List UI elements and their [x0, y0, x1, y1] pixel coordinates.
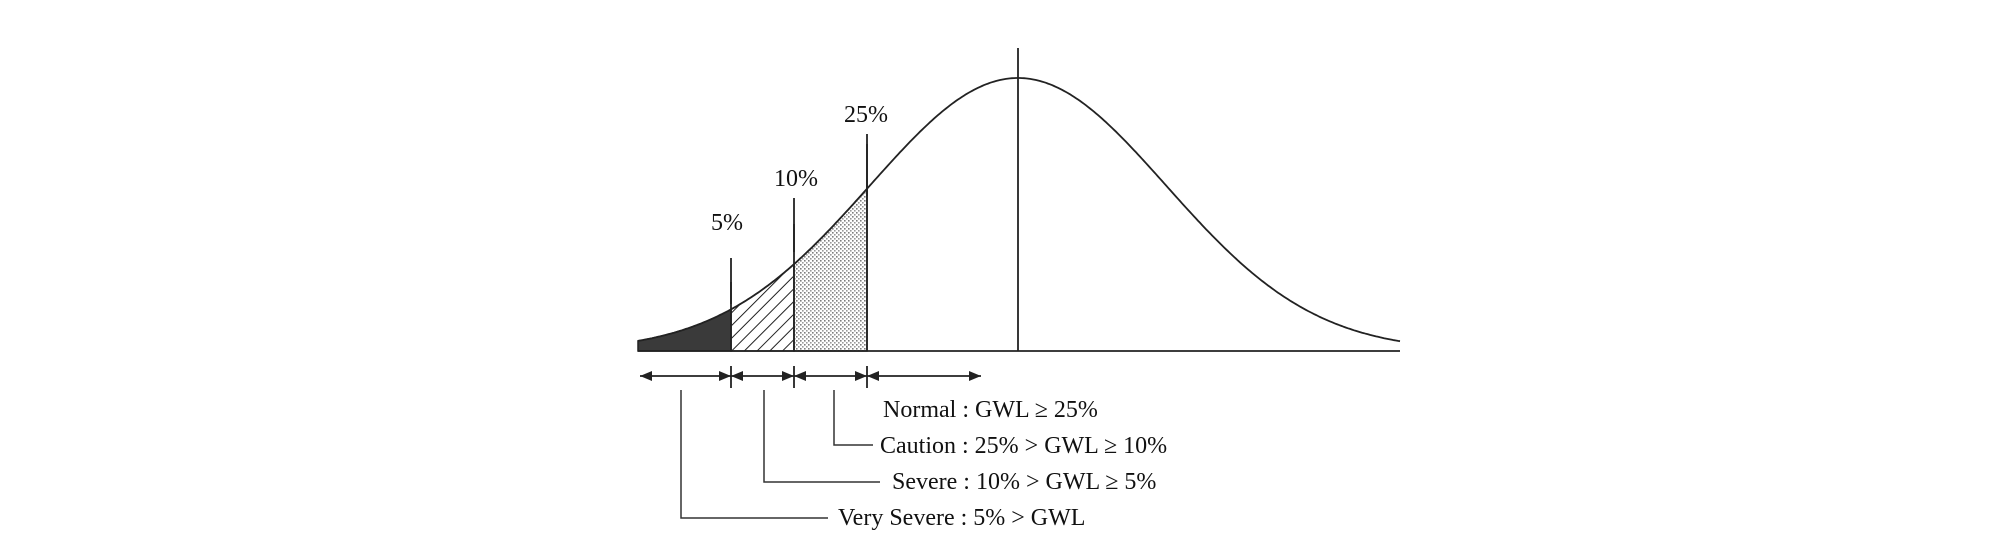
caution-region: [793, 186, 868, 352]
severe-region: [730, 262, 795, 352]
very-severe-leader: [680, 390, 828, 519]
p25-label: 25%: [844, 102, 888, 128]
caution-label: Caution : 25% > GWL ≥ 10%: [880, 433, 1167, 459]
p5-label: 5%: [711, 210, 743, 236]
range-arrows: [640, 366, 981, 388]
p10-label: 10%: [774, 166, 818, 192]
bell-curve: [637, 77, 1401, 343]
normal-label: Normal : GWL ≥ 25%: [883, 397, 1098, 423]
severe-label: Severe : 10% > GWL ≥ 5%: [892, 469, 1156, 495]
very-severe-label: Very Severe : 5% > GWL: [838, 505, 1085, 531]
severe-leader: [763, 390, 880, 483]
caution-leader: [833, 390, 873, 446]
